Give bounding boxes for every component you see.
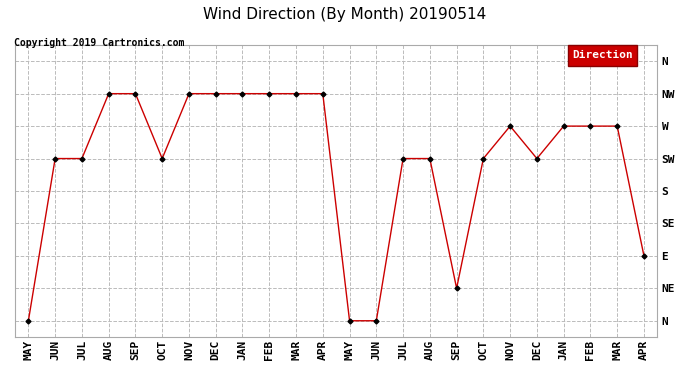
Text: Copyright 2019 Cartronics.com: Copyright 2019 Cartronics.com — [14, 38, 184, 48]
Text: Direction: Direction — [572, 50, 633, 60]
Text: Wind Direction (By Month) 20190514: Wind Direction (By Month) 20190514 — [204, 8, 486, 22]
